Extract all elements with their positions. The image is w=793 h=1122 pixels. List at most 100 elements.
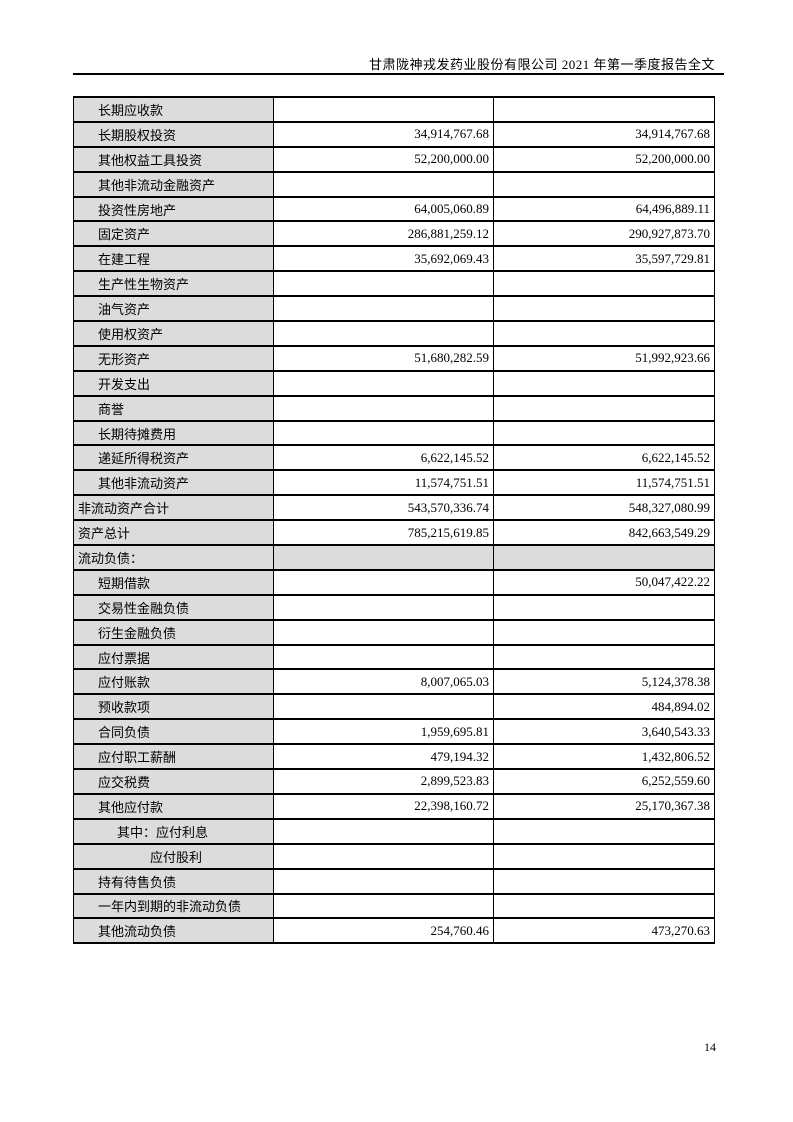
row-label: 应付票据 — [73, 643, 274, 671]
row-value-col3: 1,432,806.52 — [493, 743, 715, 771]
table-row: 预收款项 484,894.02 — [73, 693, 715, 721]
table-row: 其中：应付利息 — [73, 817, 715, 845]
row-value-col3: 5,124,378.38 — [493, 668, 715, 696]
row-value-col3 — [493, 593, 715, 621]
row-value-col3 — [493, 96, 715, 123]
page-number: 14 — [704, 1040, 716, 1054]
table-row: 长期应收款 — [73, 96, 715, 123]
row-value-col2 — [273, 643, 494, 671]
row-label: 其中：应付利息 — [73, 817, 274, 845]
row-label: 其他非流动资产 — [73, 469, 274, 497]
table-row: 递延所得税资产 6,622,145.52 6,622,145.52 — [73, 444, 715, 472]
row-label: 使用权资产 — [73, 320, 274, 347]
row-value-col2: 34,914,767.68 — [273, 120, 494, 148]
row-value-col2 — [273, 170, 494, 198]
row-value-col3: 6,252,559.60 — [493, 768, 715, 795]
row-label: 应付账款 — [73, 668, 274, 696]
row-value-col2 — [273, 618, 494, 646]
row-value-col2 — [273, 593, 494, 621]
row-value-col3: 35,597,729.81 — [493, 245, 715, 273]
row-value-col3: 3,640,543.33 — [493, 718, 715, 746]
row-value-col3: 11,574,751.51 — [493, 469, 715, 497]
row-label: 预收款项 — [73, 693, 274, 721]
row-label: 交易性金融负债 — [73, 593, 274, 621]
row-value-col2: 11,574,751.51 — [273, 469, 494, 497]
row-value-col2: 35,692,069.43 — [273, 245, 494, 273]
row-value-col3 — [493, 618, 715, 646]
row-value-col3 — [493, 419, 715, 447]
row-value-col3: 52,200,000.00 — [493, 145, 715, 173]
row-value-col2 — [273, 320, 494, 347]
row-label: 投资性房地产 — [73, 195, 274, 223]
table-row: 长期待摊费用 — [73, 419, 715, 447]
row-value-col2 — [273, 96, 494, 123]
row-value-col2 — [273, 270, 494, 298]
row-label: 在建工程 — [73, 245, 274, 273]
row-value-col3 — [493, 867, 715, 895]
row-value-col2: 479,194.32 — [273, 743, 494, 771]
row-value-col2: 1,959,695.81 — [273, 718, 494, 746]
row-value-col2 — [273, 295, 494, 323]
document-header-title: 甘肃陇神戎发药业股份有限公司 2021 年第一季度报告全文 — [368, 57, 715, 72]
row-label: 资产总计 — [73, 519, 274, 547]
table-row: 商誉 — [73, 394, 715, 422]
table-row: 其他应付款 22,398,160.72 25,170,367.38 — [73, 792, 715, 820]
row-label: 衍生金融负债 — [73, 618, 274, 646]
header-rule — [73, 73, 724, 75]
row-value-col2: 22,398,160.72 — [273, 792, 494, 820]
row-value-col2 — [273, 693, 494, 721]
row-value-col3 — [493, 817, 715, 845]
row-label: 油气资产 — [73, 295, 274, 323]
table-row: 衍生金融负债 — [73, 618, 715, 646]
row-value-col2: 52,200,000.00 — [273, 145, 494, 173]
table-row: 应交税费 2,899,523.83 6,252,559.60 — [73, 768, 715, 795]
row-value-col2: 6,622,145.52 — [273, 444, 494, 472]
table-row: 持有待售负债 — [73, 867, 715, 895]
row-value-col2: 51,680,282.59 — [273, 344, 494, 372]
table-row: 一年内到期的非流动负债 — [73, 892, 715, 920]
row-label: 其他非流动金融资产 — [73, 170, 274, 198]
row-value-col2 — [273, 369, 494, 397]
table-row: 其他非流动资产 11,574,751.51 11,574,751.51 — [73, 469, 715, 497]
table-row: 流动负债： — [73, 544, 715, 571]
row-label: 其他权益工具投资 — [73, 145, 274, 173]
table-row: 其他流动负债 254,760.46 473,270.63 — [73, 917, 715, 945]
row-value-col2: 543,570,336.74 — [273, 494, 494, 522]
row-label: 生产性生物资产 — [73, 270, 274, 298]
row-value-col3 — [493, 892, 715, 920]
row-value-col3 — [493, 170, 715, 198]
row-label: 商誉 — [73, 394, 274, 422]
table-row: 其他非流动金融资产 — [73, 170, 715, 198]
table-row: 应付账款 8,007,065.03 5,124,378.38 — [73, 668, 715, 696]
row-value-col3 — [493, 394, 715, 422]
row-value-col3 — [493, 295, 715, 323]
row-label: 长期股权投资 — [73, 120, 274, 148]
row-value-col2: 64,005,060.89 — [273, 195, 494, 223]
row-value-col2 — [273, 867, 494, 895]
table-row: 开发支出 — [73, 369, 715, 397]
row-value-col2 — [273, 892, 494, 920]
row-label: 其他应付款 — [73, 792, 274, 820]
row-value-col2: 286,881,259.12 — [273, 220, 494, 248]
row-value-col3 — [493, 544, 715, 571]
table-row: 应付票据 — [73, 643, 715, 671]
table-row: 在建工程 35,692,069.43 35,597,729.81 — [73, 245, 715, 273]
row-label: 流动负债： — [73, 544, 274, 571]
row-value-col3 — [493, 643, 715, 671]
row-value-col3 — [493, 369, 715, 397]
row-value-col2: 785,215,619.85 — [273, 519, 494, 547]
table-row: 无形资产 51,680,282.59 51,992,923.66 — [73, 344, 715, 372]
table-row: 生产性生物资产 — [73, 270, 715, 298]
row-value-col3 — [493, 270, 715, 298]
row-label: 应付职工薪酬 — [73, 743, 274, 771]
table-row: 非流动资产合计 543,570,336.74 548,327,080.99 — [73, 494, 715, 522]
row-value-col2 — [273, 544, 494, 571]
row-value-col3: 6,622,145.52 — [493, 444, 715, 472]
row-value-col2 — [273, 419, 494, 447]
row-value-col2 — [273, 568, 494, 596]
table-row: 固定资产 286,881,259.12 290,927,873.70 — [73, 220, 715, 248]
row-label: 递延所得税资产 — [73, 444, 274, 472]
row-value-col3: 25,170,367.38 — [493, 792, 715, 820]
table-row: 其他权益工具投资 52,200,000.00 52,200,000.00 — [73, 145, 715, 173]
row-value-col3 — [493, 320, 715, 347]
